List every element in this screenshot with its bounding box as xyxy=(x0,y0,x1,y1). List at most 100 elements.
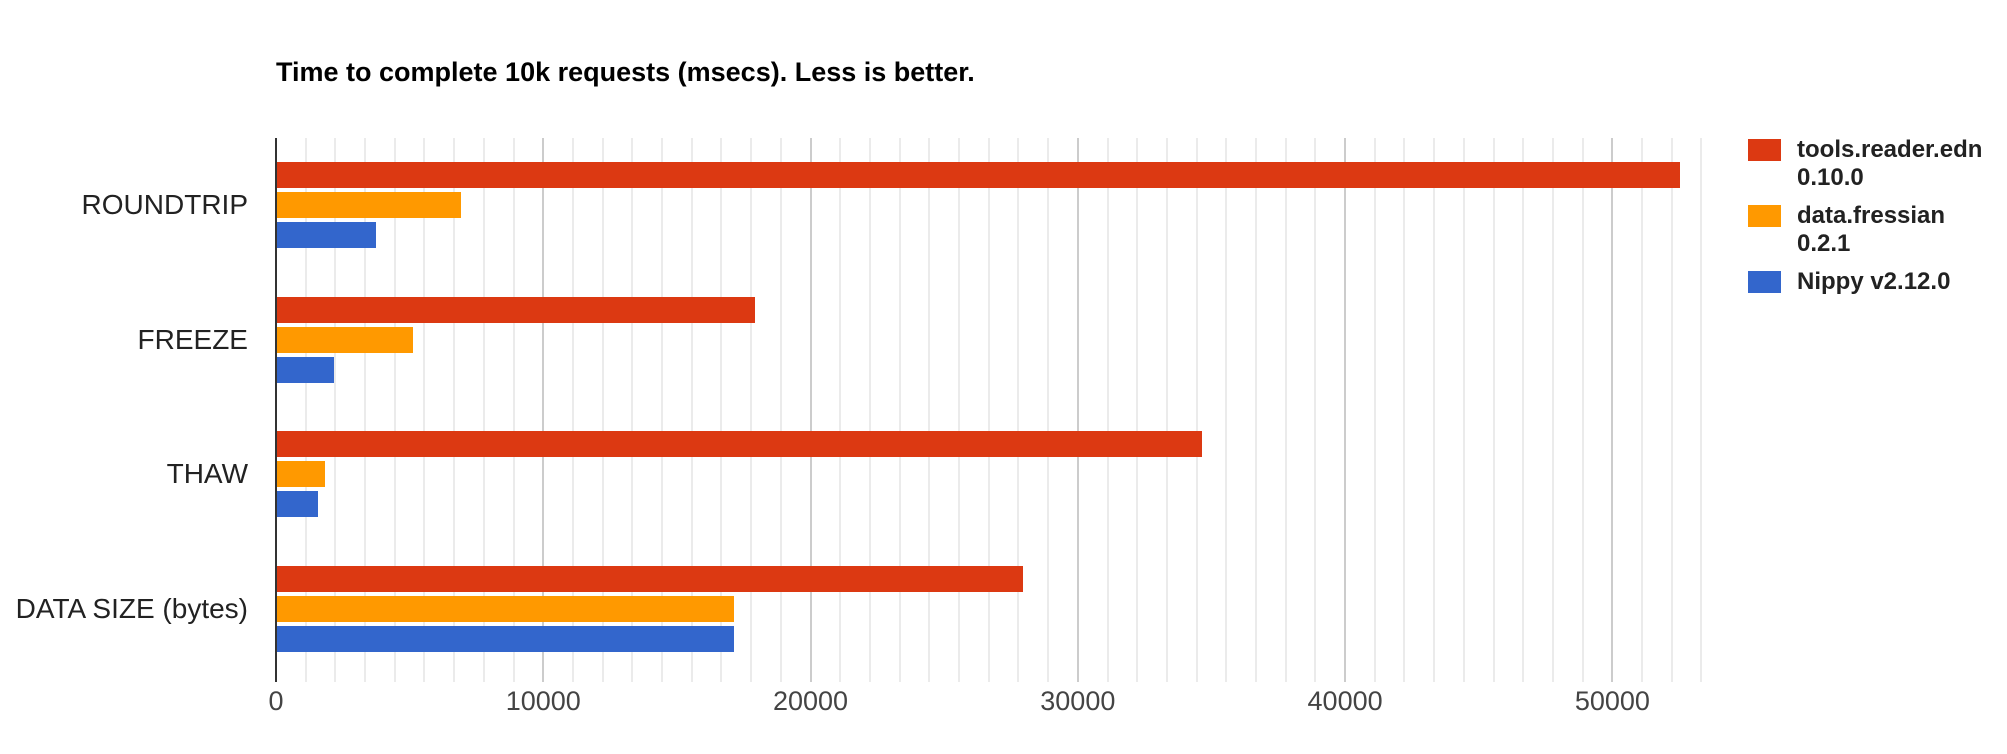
minor-gridline xyxy=(1255,138,1257,676)
minor-tick-mark xyxy=(304,676,307,682)
minor-tick-mark xyxy=(1284,676,1287,682)
legend-label-tools-reader-edn-0-10-0: tools.reader.edn 0.10.0 xyxy=(1797,136,1982,192)
minor-gridline xyxy=(1047,138,1050,676)
bar-roundtrip-nippy-v2-12-0[interactable] xyxy=(277,222,376,249)
minor-tick-mark xyxy=(1047,676,1050,682)
legend-entry-nippy-v2-12-0[interactable]: Nippy v2.12.0 xyxy=(1748,268,1998,296)
minor-gridline xyxy=(839,138,842,676)
chart-title: Time to complete 10k requests (msecs). L… xyxy=(276,57,975,87)
minor-tick-mark xyxy=(1492,676,1495,682)
minor-tick-mark xyxy=(1255,676,1257,682)
minor-tick-mark xyxy=(631,676,634,682)
minor-gridline xyxy=(750,138,753,676)
minor-gridline xyxy=(1017,138,1020,676)
category-label-freeze: FREEZE xyxy=(137,323,248,355)
category-label-thaw: THAW xyxy=(166,458,248,490)
legend-entry-data-fressian-0-2-1[interactable]: data.fressian 0.2.1 xyxy=(1748,202,1998,258)
minor-tick-mark xyxy=(601,676,604,682)
minor-tick-mark xyxy=(1522,676,1525,682)
minor-gridline xyxy=(631,138,634,676)
legend-swatch-data-fressian-0-2-1 xyxy=(1748,205,1781,227)
minor-gridline xyxy=(1670,138,1673,676)
minor-gridline xyxy=(779,138,782,676)
minor-gridline xyxy=(958,138,961,676)
x-tick-label-0: 0 xyxy=(268,686,284,716)
minor-tick-mark xyxy=(1641,676,1644,682)
minor-gridline xyxy=(690,138,693,676)
minor-gridline xyxy=(1136,138,1139,676)
bar-freeze-nippy-v2-12-0[interactable] xyxy=(277,356,334,383)
minor-gridline xyxy=(1165,138,1168,676)
minor-tick-mark xyxy=(1373,676,1376,682)
major-tick-mark xyxy=(1611,676,1614,682)
x-tick-label-50000: 50000 xyxy=(1574,686,1650,716)
minor-gridline xyxy=(1700,138,1703,676)
major-gridline xyxy=(542,138,545,676)
minor-gridline xyxy=(512,138,515,676)
bar-roundtrip-tools-reader-edn-0-10-0[interactable] xyxy=(277,162,1680,189)
minor-tick-mark xyxy=(898,676,901,682)
minor-gridline xyxy=(661,138,664,676)
minor-gridline xyxy=(393,138,396,676)
minor-tick-mark xyxy=(423,676,426,682)
major-gridline xyxy=(1344,138,1347,676)
minor-tick-mark xyxy=(720,676,723,682)
minor-gridline xyxy=(1433,138,1436,676)
minor-tick-mark xyxy=(1700,676,1703,682)
minor-tick-mark xyxy=(750,676,753,682)
minor-gridline xyxy=(1492,138,1495,676)
minor-gridline xyxy=(304,138,307,676)
legend-label-nippy-v2-12-0: Nippy v2.12.0 xyxy=(1797,268,1950,296)
minor-gridline xyxy=(1641,138,1644,676)
minor-tick-mark xyxy=(1225,676,1228,682)
bar-data-size-bytes-data-fressian-0-2-1[interactable] xyxy=(277,595,734,622)
minor-tick-mark xyxy=(1314,676,1317,682)
minor-gridline xyxy=(1403,138,1406,676)
category-label-data-size-bytes: DATA SIZE (bytes) xyxy=(15,592,248,624)
minor-gridline xyxy=(1106,138,1109,676)
minor-gridline xyxy=(1522,138,1525,676)
legend-entry-tools-reader-edn-0-10-0[interactable]: tools.reader.edn 0.10.0 xyxy=(1748,136,1998,192)
bar-freeze-tools-reader-edn-0-10-0[interactable] xyxy=(277,296,755,323)
major-gridline xyxy=(1611,138,1614,676)
minor-tick-mark xyxy=(1670,676,1673,682)
minor-tick-mark xyxy=(1551,676,1554,682)
major-tick-mark xyxy=(1076,676,1079,682)
minor-tick-mark xyxy=(1017,676,1020,682)
major-tick-mark xyxy=(809,676,812,682)
legend-label-line: data.fressian xyxy=(1797,202,1946,229)
minor-gridline xyxy=(987,138,990,676)
minor-tick-mark xyxy=(928,676,931,682)
minor-gridline xyxy=(1225,138,1228,676)
minor-gridline xyxy=(453,138,456,676)
bar-data-size-bytes-nippy-v2-12-0[interactable] xyxy=(277,625,734,652)
minor-gridline xyxy=(423,138,426,676)
x-tick-label-20000: 20000 xyxy=(772,686,849,716)
bar-freeze-data-fressian-0-2-1[interactable] xyxy=(277,326,413,353)
minor-tick-mark xyxy=(779,676,782,682)
bar-data-size-bytes-tools-reader-edn-0-10-0[interactable] xyxy=(277,565,1023,592)
bar-thaw-nippy-v2-12-0[interactable] xyxy=(277,491,318,518)
major-gridline xyxy=(809,138,812,676)
minor-gridline xyxy=(1462,138,1465,676)
minor-gridline xyxy=(720,138,723,676)
minor-gridline xyxy=(1314,138,1317,676)
minor-tick-mark xyxy=(839,676,842,682)
minor-tick-mark xyxy=(512,676,515,682)
x-tick-label-10000: 10000 xyxy=(505,686,581,716)
minor-gridline xyxy=(868,138,871,676)
bar-thaw-data-fressian-0-2-1[interactable] xyxy=(277,461,325,488)
minor-tick-mark xyxy=(1403,676,1406,682)
minor-gridline xyxy=(1284,138,1287,676)
minor-gridline xyxy=(1373,138,1376,676)
x-tick-label-30000: 30000 xyxy=(1040,686,1116,716)
minor-tick-mark xyxy=(1165,676,1168,682)
minor-tick-mark xyxy=(334,676,337,682)
bar-thaw-tools-reader-edn-0-10-0[interactable] xyxy=(277,431,1202,458)
legend-label-line: 0.10.0 xyxy=(1797,164,1864,191)
bar-roundtrip-data-fressian-0-2-1[interactable] xyxy=(277,192,461,219)
minor-tick-mark xyxy=(1195,676,1198,682)
minor-tick-mark xyxy=(393,676,396,682)
